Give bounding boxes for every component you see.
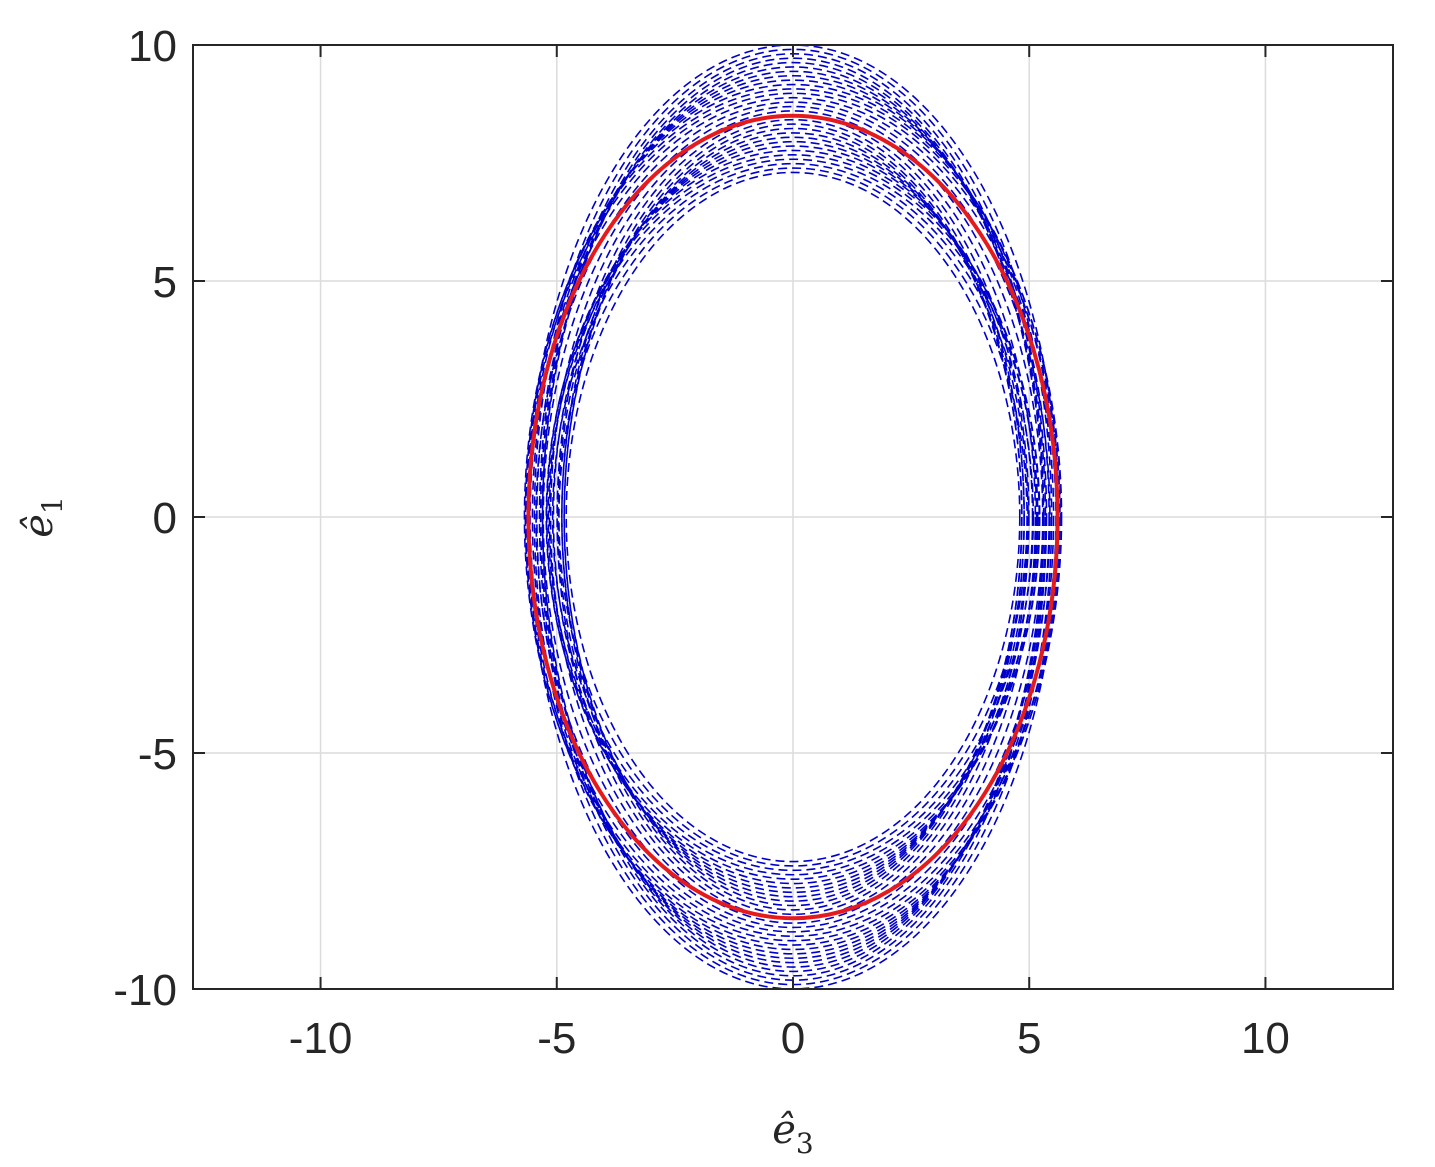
y-tick-label: -5 — [138, 730, 177, 779]
y-tick-label: -10 — [113, 966, 177, 1015]
dashed-trajectory — [557, 136, 1029, 898]
x-axis-label: ê3 — [772, 1107, 814, 1160]
dashed-trajectory — [547, 158, 1039, 876]
dashed-trajectory — [535, 101, 1051, 933]
ticks — [193, 44, 1393, 990]
dashed-trajectory — [558, 167, 1028, 867]
dashed-trajectory — [539, 66, 1047, 968]
solid-reference-trajectory — [526, 113, 1060, 921]
dashed-trajectory — [536, 70, 1050, 964]
y-tick-label: 5 — [153, 258, 177, 307]
x-tick-label: 5 — [1017, 1014, 1041, 1063]
y-tick-label: 10 — [128, 22, 177, 71]
dashed-trajectory — [552, 140, 1034, 894]
x-axis-label-sub: 3 — [796, 1127, 814, 1160]
dashed-trajectory — [523, 88, 1063, 946]
dashed-trajectory — [561, 118, 1025, 916]
dashed-trajectory — [563, 123, 1023, 911]
dashed-trajectory — [549, 110, 1037, 924]
dashed-trajectory — [548, 145, 1038, 889]
y-axis-label: ê1 — [16, 496, 69, 538]
dashed-trajectory — [545, 149, 1041, 885]
tick-labels: -10 -5 0 5 10 -10 -5 0 5 10 — [113, 22, 1290, 1063]
x-tick-label: 0 — [781, 1014, 805, 1063]
y-axis-label-base: ê — [16, 514, 62, 538]
dashed-trajectory — [565, 171, 1021, 863]
y-axis-label-sub: 1 — [36, 496, 69, 514]
curves — [523, 44, 1063, 990]
x-tick-label: 10 — [1241, 1014, 1290, 1063]
x-tick-label: -10 — [289, 1014, 353, 1063]
dashed-trajectory — [524, 83, 1062, 951]
dashed-trajectory — [541, 57, 1045, 977]
x-axis-label-base: ê — [772, 1107, 796, 1153]
y-tick-label: 0 — [153, 494, 177, 543]
dashed-trajectory — [531, 74, 1055, 960]
x-tick-label: -5 — [537, 1014, 576, 1063]
